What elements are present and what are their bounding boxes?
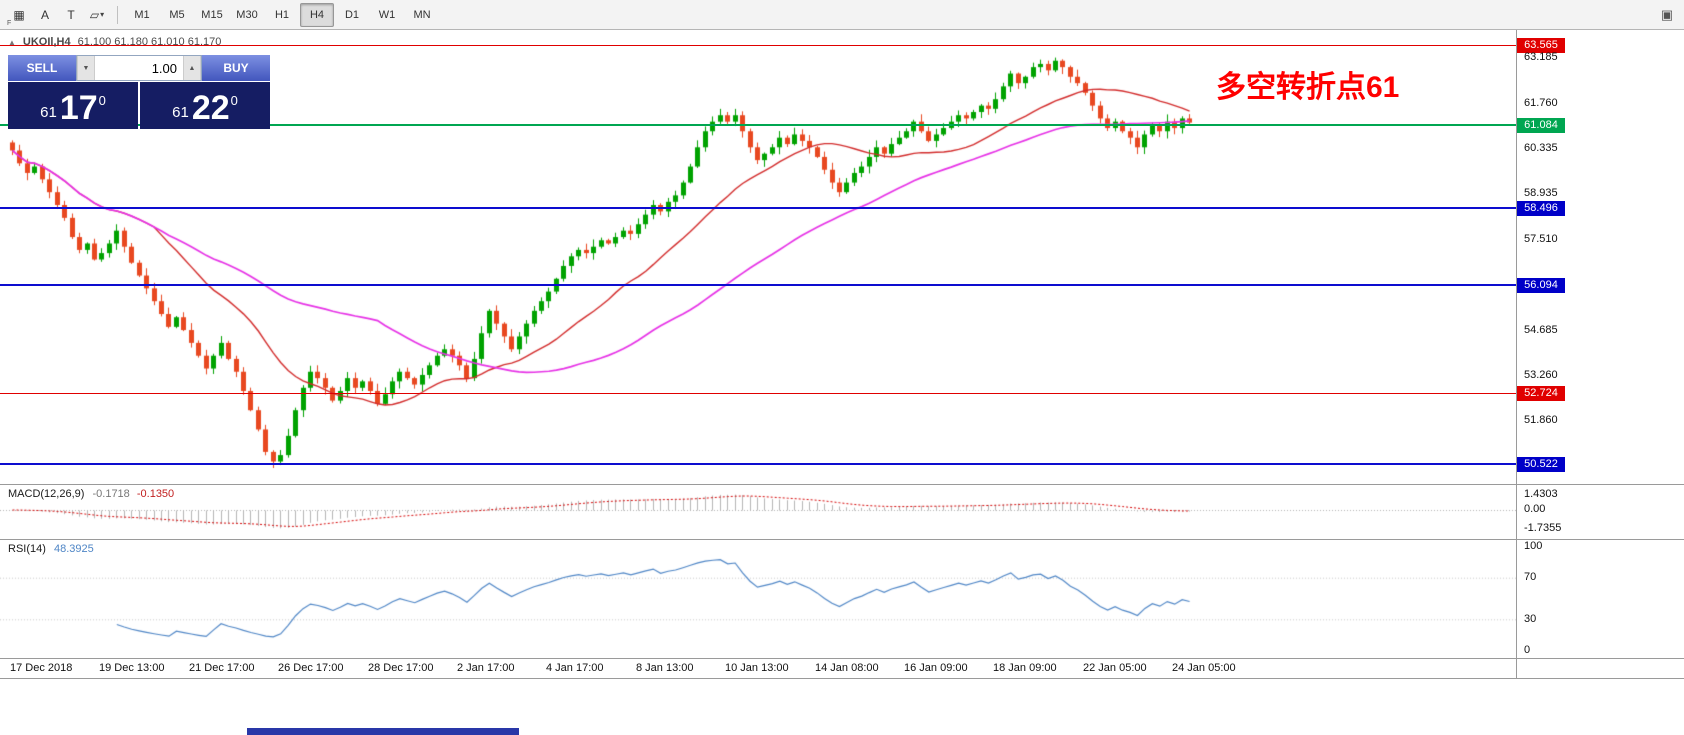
time-axis-label: 18 Jan 09:00 [993,662,1057,674]
timeframe-m15-button[interactable]: M15 [201,8,223,21]
buy-price-pips: 22 [191,89,230,128]
horizontal-line-56.094[interactable] [0,284,1516,287]
timeframe-mn-button[interactable]: MN [413,8,431,21]
horizontal-line-63.565[interactable] [0,45,1516,47]
macd-name: MACD(12,26,9) [8,488,85,500]
chart-caption: ▲ UKOIl,H4 61.100 61.180 61.010 61.170 [8,36,221,48]
macd-scale-label: 1.4303 [1524,487,1558,500]
price-axis-label: 54.685 [1524,323,1558,336]
price-tag-61.084: 61.084 [1517,117,1565,133]
macd-scale-label: -1.7355 [1524,521,1562,534]
pane-separator [0,678,1684,679]
price-axis-label: 51.860 [1524,414,1558,427]
price-axis-label: 57.510 [1524,233,1558,245]
price-tag-58.496: 58.496 [1517,200,1565,216]
time-axis-label: 17 Dec 2018 [10,662,73,674]
volume-decrease-button[interactable]: ▼ [77,56,95,80]
buy-price-display[interactable]: 61 22 0 [140,82,270,129]
grid-icon-glyph: ▦ [13,7,25,22]
text-tool-glyph: T [67,7,75,22]
sell-price-pips: 17 [59,89,98,128]
ohlc-quote: 61.100 61.180 61.010 61.170 [77,36,222,48]
sell-price-display[interactable]: 61 17 0 [8,82,138,129]
pane-separator [0,658,1684,659]
rsi-scale-label: 0 [1524,644,1531,656]
time-axis-label: 26 Dec 17:00 [278,662,344,674]
one-click-trading-panel: SELL ▼ 1.00 ▲ BUY 61 17 0 61 22 0 [8,55,270,129]
time-axis-label: 16 Jan 09:00 [904,662,968,674]
pane-separator [0,484,1684,485]
price-axis-label: 61.760 [1524,96,1558,109]
time-axis-label: 4 Jan 17:00 [546,662,604,674]
symbol-label: UKOIl,H4 [22,36,71,48]
rsi-name: RSI(14) [8,543,46,555]
timeframe-w1-button[interactable]: W1 [378,8,396,21]
timeframe-m5-button[interactable]: M5 [169,8,185,21]
time-axis: 17 Dec 2018 19 Dec 13:00 21 Dec 17:00 26 De… [10,662,1236,674]
price-axis-label: 58.935 [1524,187,1558,200]
rsi-scale-label: 30 [1524,612,1537,625]
volume-control: ▼ 1.00 ▲ [76,55,202,81]
sell-button[interactable]: SELL [8,55,76,81]
partial-window-titlebar[interactable] [247,728,519,735]
time-axis-label: 2 Jan 17:00 [457,662,515,674]
buy-button[interactable]: BUY [202,55,270,81]
horizontal-line-50.522[interactable] [0,463,1516,465]
annotation-letter-icon[interactable]: A [32,4,58,26]
time-axis-label: 10 Jan 13:00 [725,662,789,674]
toolbar: ▦ F A T ▱ ▾ M1 M5 M15 M30 H1 H4 D1 W1 MN… [0,0,1684,30]
window-icon[interactable]: ▣ [1660,6,1674,22]
timeframe-h4-button[interactable]: H4 [300,2,334,27]
price-axis[interactable]: 63.565 61.084 58.496 56.094 52.724 50.522 63.1… [1516,0,1684,678]
macd-signal-value: -0.1350 [136,488,175,500]
price-tag-63.565: 63.565 [1517,38,1565,54]
price-axis-label: 60.335 [1524,142,1558,155]
rsi-value: 48.3925 [53,543,94,555]
horizontal-line-52.724[interactable] [0,392,1516,394]
collapse-triangle-icon[interactable]: ▲ [8,37,16,47]
time-axis-label: 24 Jan 05:00 [1172,662,1236,674]
pane-separator [0,539,1684,540]
timeframe-h1-button[interactable]: H1 [274,8,290,21]
grid-icon[interactable]: ▦ F [6,4,32,27]
time-axis-label: 21 Dec 17:00 [189,662,255,674]
horizontal-lines-layer [0,45,1516,465]
rsi-label: RSI(14) 48.3925 [8,543,94,555]
rsi-scale-label: 100 [1524,540,1543,552]
text-tool-icon[interactable]: T [58,4,84,26]
price-tag-50.522: 50.522 [1517,456,1565,472]
chevron-down-icon: ▾ [100,10,105,19]
grid-icon-sub: F [7,19,12,27]
price-axis-label: 53.260 [1524,369,1558,382]
timeframe-m30-button[interactable]: M30 [236,8,258,21]
buy-price-int: 61 [172,104,189,121]
volume-increase-button[interactable]: ▲ [183,56,201,80]
macd-scale-label: 0.00 [1524,503,1546,515]
chart-annotation-text[interactable]: 多空转折点61 [1216,71,1400,104]
price-tag-56.094: 56.094 [1517,277,1565,293]
sell-price-int: 61 [40,104,57,121]
timeframe-d1-button[interactable]: D1 [344,8,360,21]
shapes-tool-icon[interactable]: ▱ ▾ [84,4,110,26]
volume-input[interactable]: 1.00 [151,60,177,76]
buy-price-point: 0 [230,93,238,108]
time-axis-label: 14 Jan 08:00 [815,662,879,674]
price-tag-52.724: 52.724 [1517,385,1565,401]
price-axis-label: 63.185 [1524,51,1558,63]
horizontal-line-58.496[interactable] [0,207,1516,210]
annotation-letter-glyph: A [40,7,49,22]
time-axis-label: 19 Dec 13:00 [99,662,165,674]
macd-label: MACD(12,26,9) -0.1718 -0.1350 [8,488,174,500]
horizontal-line-61.084[interactable] [0,124,1516,127]
time-axis-label: 8 Jan 13:00 [636,662,694,674]
macd-main-value: -0.1718 [92,488,130,500]
time-axis-label: 28 Dec 17:00 [368,662,434,674]
rsi-scale-label: 70 [1524,571,1537,584]
shapes-tool-glyph: ▱ [89,7,100,22]
time-axis-label: 22 Jan 05:00 [1083,662,1147,674]
toolbar-separator [117,5,118,24]
sell-price-point: 0 [98,93,106,108]
timeframe-m1-button[interactable]: M1 [134,8,150,21]
